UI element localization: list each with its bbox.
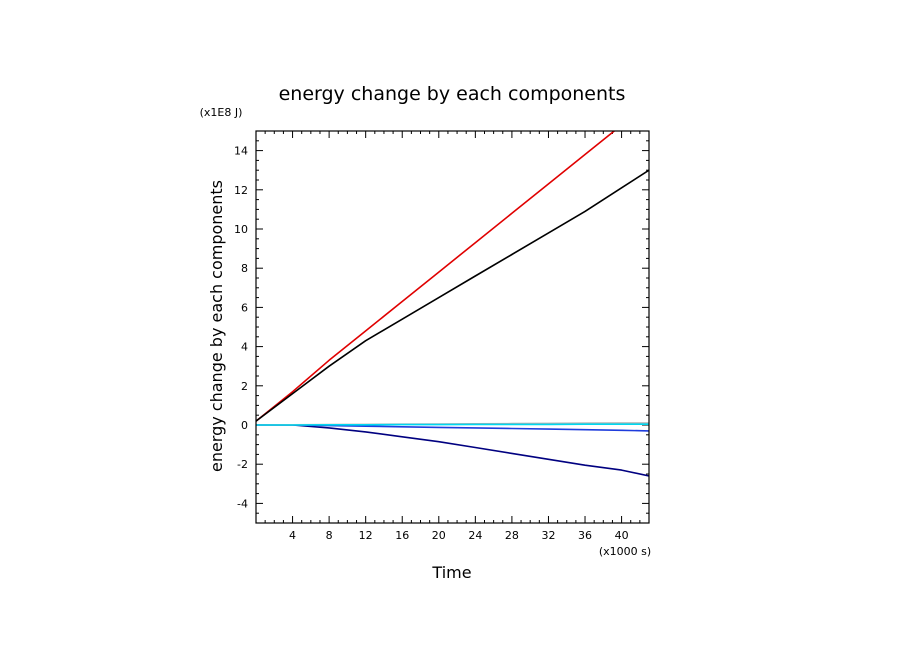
series-line-1 bbox=[256, 131, 616, 422]
y-tick-label: 12 bbox=[234, 184, 248, 197]
y-tick-label: -4 bbox=[237, 497, 248, 510]
series-line-6 bbox=[256, 423, 649, 426]
y-unit-label: (x1E8 J) bbox=[200, 106, 243, 119]
plot-frame bbox=[255, 130, 650, 524]
y-tick-label: 10 bbox=[234, 223, 248, 236]
x-tick-label: 20 bbox=[432, 529, 446, 542]
x-tick-label: 8 bbox=[326, 529, 333, 542]
chart-title: energy change by each components bbox=[279, 83, 626, 105]
series-group bbox=[256, 131, 649, 477]
x-tick-label: 40 bbox=[615, 529, 629, 542]
x-tick-label: 32 bbox=[541, 529, 555, 542]
y-tick-label: 4 bbox=[241, 341, 248, 354]
y-tick-label: 0 bbox=[241, 419, 248, 432]
x-tick-label: 4 bbox=[289, 529, 296, 542]
y-tick-label: -2 bbox=[237, 458, 248, 471]
x-axis-label: Time bbox=[431, 563, 471, 582]
x-tick-label: 28 bbox=[505, 529, 519, 542]
y-tick-label: 8 bbox=[241, 262, 248, 275]
series-line-3 bbox=[256, 424, 649, 477]
y-axis-label: energy change by each components bbox=[207, 180, 226, 472]
x-tick-label: 24 bbox=[468, 529, 482, 542]
x-tick-label: 16 bbox=[395, 529, 409, 542]
y-tick-label: 6 bbox=[241, 301, 248, 314]
series-line-4 bbox=[256, 424, 649, 432]
y-tick-label: 2 bbox=[241, 380, 248, 393]
x-tick-label: 36 bbox=[578, 529, 592, 542]
x-unit-label: (x1000 s) bbox=[599, 545, 651, 558]
y-tick-label: 14 bbox=[234, 145, 248, 158]
series-line-2 bbox=[256, 169, 649, 422]
x-tick-label: 12 bbox=[359, 529, 373, 542]
